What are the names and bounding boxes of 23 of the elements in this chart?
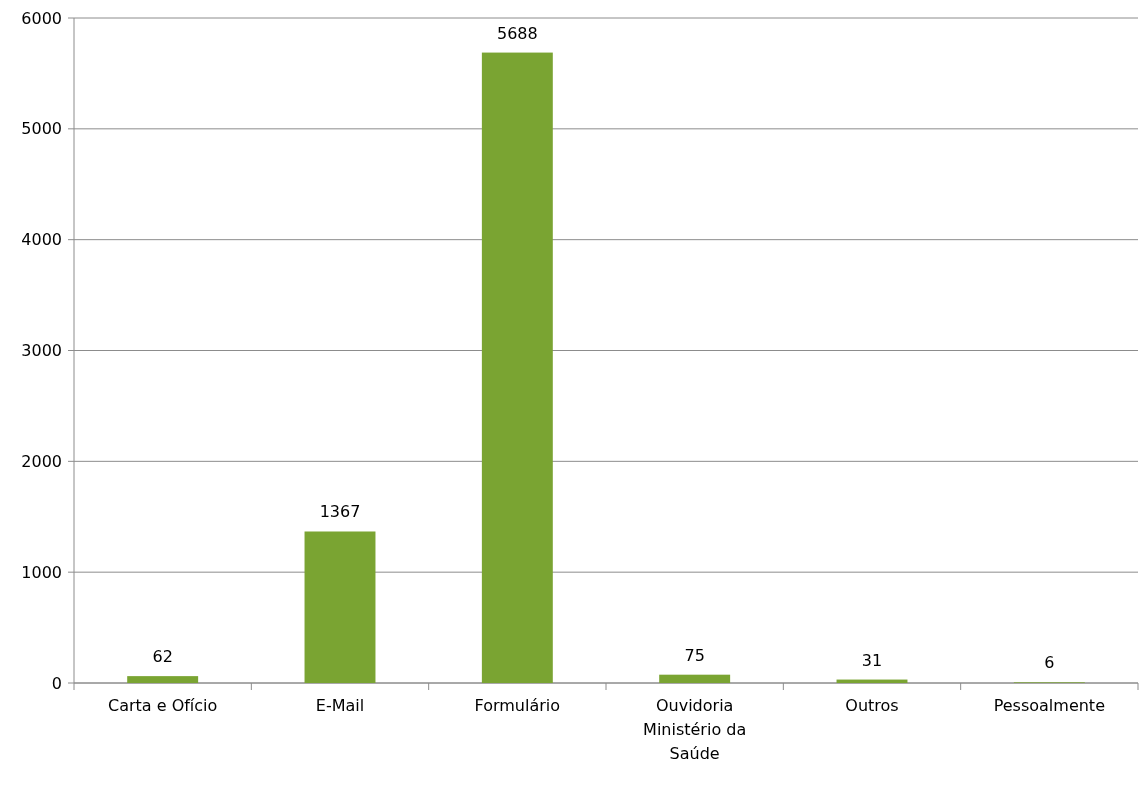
data-label: 1367 (319, 502, 361, 522)
bar (481, 52, 553, 683)
data-label: 5688 (496, 23, 538, 43)
y-tick-label: 4000 (21, 230, 62, 250)
data-label: 31 (861, 650, 883, 670)
x-tick-label: Outros (845, 696, 899, 715)
x-tick-label: Formulário (474, 696, 561, 715)
x-tick-label: Carta e Ofício (107, 696, 218, 715)
y-tick-label: 2000 (21, 451, 62, 471)
x-tick-label: Ouvidoria Ministério da Saúde (643, 696, 747, 763)
y-tick-label: 1000 (21, 562, 62, 582)
data-label: 75 (684, 645, 705, 665)
data-label: 62 (152, 647, 173, 667)
x-tick-label: E-Mail (315, 696, 365, 715)
data-label: 6 (1044, 653, 1055, 673)
bar (304, 531, 376, 683)
x-tick-label: Pessoalmente (993, 696, 1105, 715)
y-tick-label: 0 (51, 673, 62, 693)
y-tick-label: 5000 (21, 119, 62, 139)
y-tick-label: 6000 (21, 8, 62, 28)
bar (659, 674, 731, 683)
bar (127, 676, 199, 683)
y-tick-label: 3000 (21, 341, 62, 361)
